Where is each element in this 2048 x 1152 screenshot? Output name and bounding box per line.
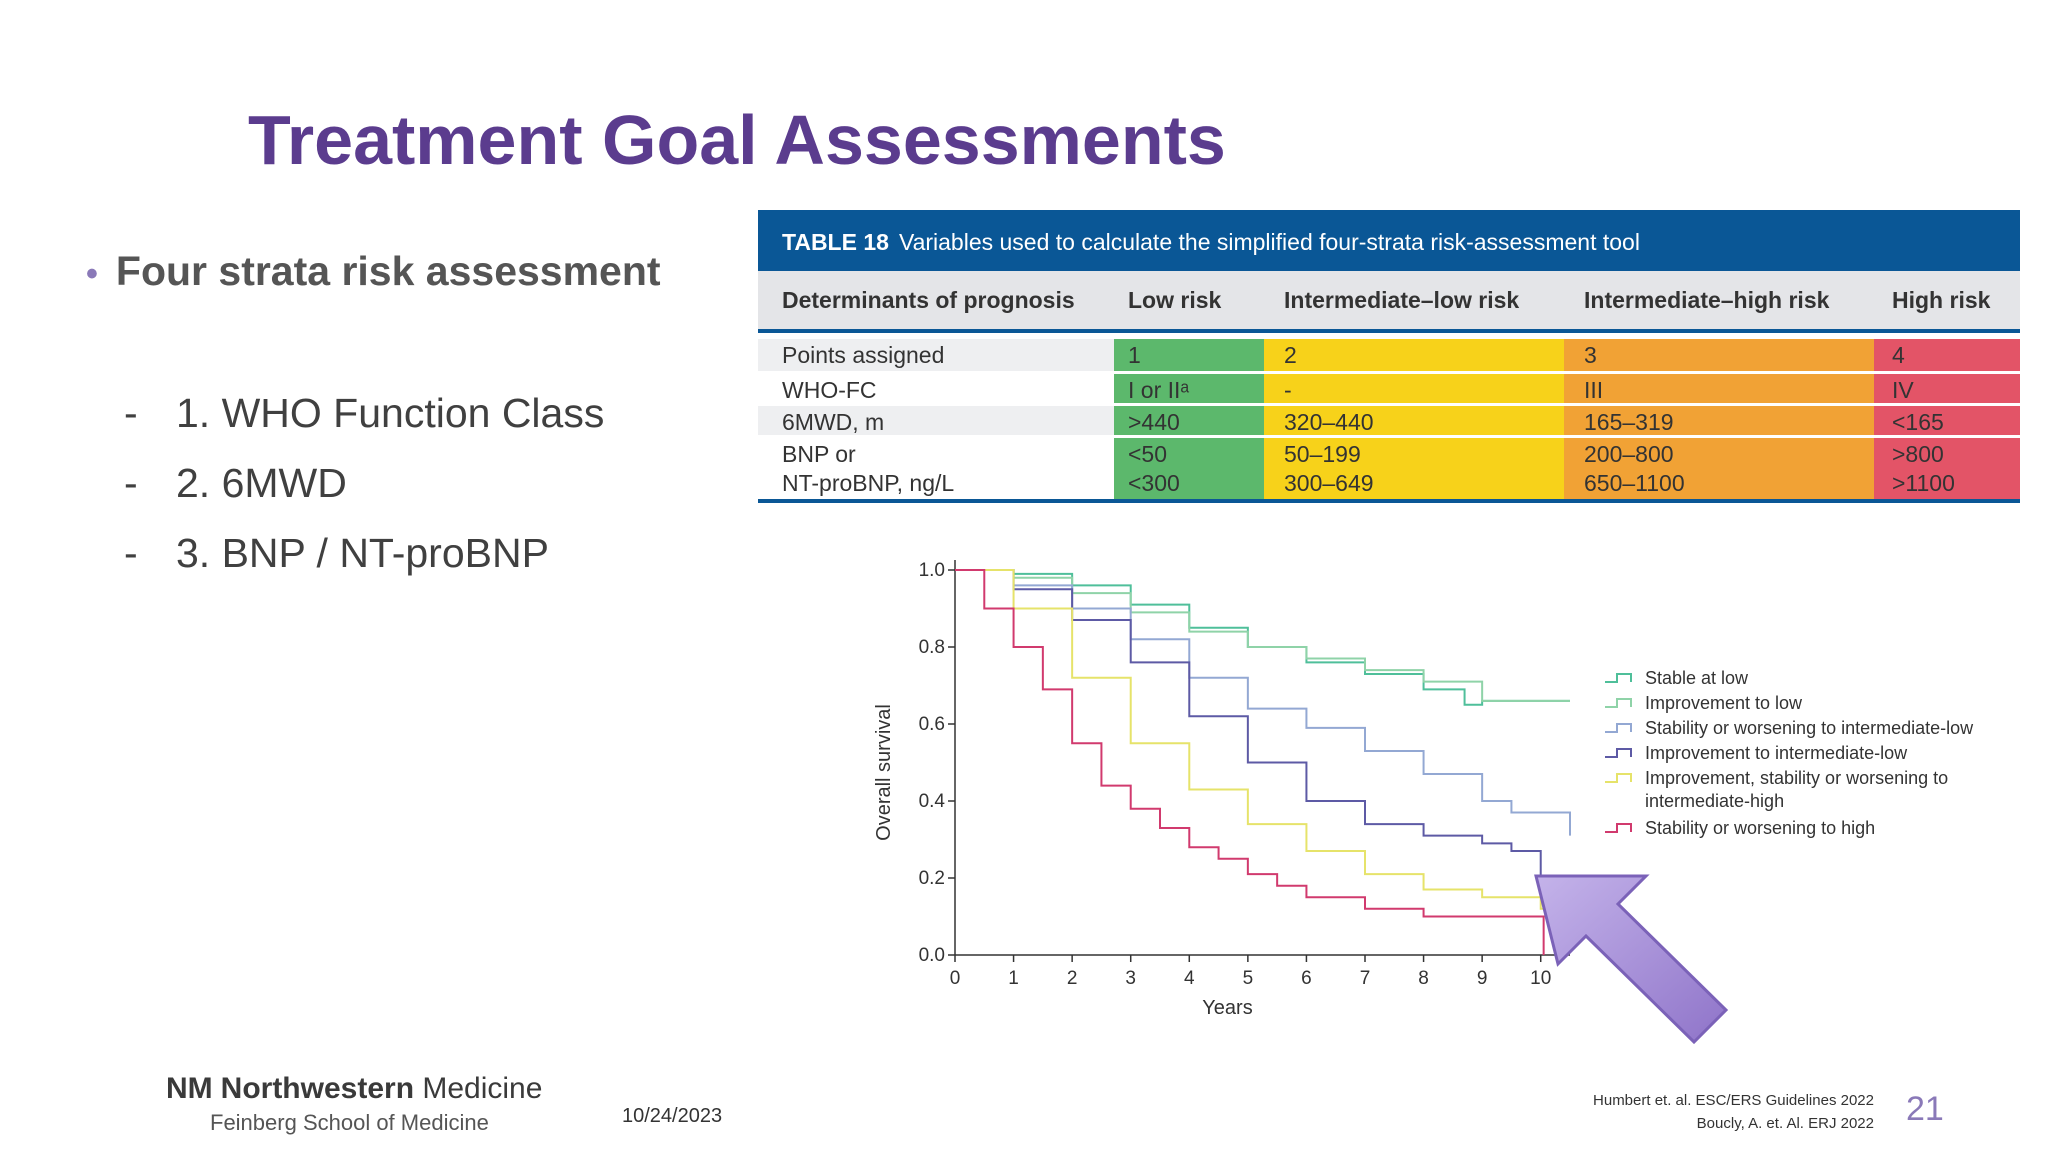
table-row: BNP or <50 50–199 200–800 >800 — [758, 435, 2020, 467]
legend-label-2: Stability or worsening to intermediate-l… — [1645, 718, 1974, 738]
x-tick-label: 10 — [1530, 968, 1551, 989]
x-tick-label: 0 — [950, 968, 961, 989]
x-tick-label: 4 — [1184, 968, 1195, 989]
y-tick-label: 0.6 — [919, 714, 945, 735]
col-header: High risk — [1892, 287, 1991, 313]
legend-label-3: Improvement to intermediate-low — [1645, 743, 1908, 763]
main-bullet: • Four strata risk assessment — [86, 248, 661, 295]
legend-swatch-5 — [1605, 823, 1632, 833]
series-line-5 — [955, 569, 1545, 955]
legend-swatch-4 — [1605, 773, 1632, 783]
x-tick-label: 7 — [1360, 968, 1371, 989]
reference-1: Humbert et. al. ESC/ERS Guidelines 2022 — [1593, 1092, 1874, 1109]
series-line-1 — [955, 569, 1570, 702]
y-tick-label: 0.2 — [919, 868, 945, 889]
x-tick-label: 8 — [1418, 968, 1429, 989]
legend-swatch-1 — [1605, 698, 1632, 708]
x-axis-label: Years — [1202, 997, 1252, 1019]
series-line-4 — [955, 569, 1570, 910]
reference-2: Boucly, A. et. Al. ERJ 2022 — [1696, 1115, 1874, 1132]
x-tick-label: 6 — [1301, 968, 1312, 989]
x-tick-label: 5 — [1243, 968, 1254, 989]
y-tick-label: 0.0 — [919, 945, 945, 966]
col-header: Intermediate–low risk — [1284, 287, 1520, 313]
x-tick-label: 1 — [1008, 968, 1019, 989]
risk-table: TABLE 18 Variables used to calculate the … — [758, 210, 2020, 503]
series-line-2 — [955, 569, 1571, 836]
nm-monogram-icon: NM — [166, 1072, 213, 1105]
x-tick-label: 9 — [1477, 968, 1488, 989]
subitem-bnp: -3. BNP / NT-proBNP — [124, 530, 549, 576]
x-tick-label: 3 — [1125, 968, 1136, 989]
slide-date: 10/24/2023 — [622, 1105, 723, 1127]
bullet-dot-icon: • — [86, 254, 98, 293]
col-header: Determinants of prognosis — [782, 287, 1075, 313]
legend-label-0: Stable at low — [1645, 668, 1749, 688]
arrow-icon — [1534, 874, 1729, 1045]
y-tick-label: 0.4 — [919, 791, 946, 812]
legend-label-4: Improvement, stability or worsening to in… — [1645, 768, 1948, 811]
y-tick-label: 1.0 — [919, 560, 945, 581]
col-header: Intermediate–high risk — [1584, 287, 1830, 313]
table-bottom-rule — [758, 499, 2020, 503]
survival-chart: 0 1 2 3 4 5 6 7 8 9 10 0.0 0.2 0.4 0.6 0.8 1.0 Years Overa… — [873, 560, 1974, 1019]
main-bullet-text: Four strata risk assessment — [115, 248, 661, 294]
y-axis-label: Overall survival — [873, 704, 895, 841]
table-caption: Variables used to calculate the simplifi… — [898, 229, 1640, 255]
table-header-row: Determinants of prognosis Low risk Inter… — [758, 271, 2020, 333]
x-tick-label: 2 — [1067, 968, 1078, 989]
slide-title: Treatment Goal Assessments — [248, 101, 1226, 179]
col-header: Low risk — [1128, 287, 1222, 313]
table-caption-bar: TABLE 18 Variables used to calculate the … — [758, 210, 2020, 271]
series-line-3 — [955, 569, 1570, 879]
table-row: 6MWD, m >440 320–440 165–319 <165 — [758, 403, 2020, 435]
table-row: Points assigned 1 2 3 4 — [758, 339, 2020, 371]
legend-label-1: Improvement to low — [1645, 693, 1803, 713]
legend-label-5: Stability or worsening to high — [1645, 818, 1875, 838]
subitem-who-fc: -1. WHO Function Class — [124, 390, 605, 436]
page-number: 21 — [1906, 1090, 1944, 1128]
table-row: NT-proBNP, ng/L <300 300–649 650–1100 >1… — [758, 467, 2020, 499]
y-tick-label: 0.8 — [919, 637, 945, 658]
table-row: WHO-FC I or IIᵃ - III IV — [758, 371, 2020, 403]
subitem-6mwd: -2. 6MWD — [124, 460, 347, 506]
legend-swatch-0 — [1605, 673, 1632, 683]
legend-swatch-3 — [1605, 748, 1632, 758]
table-label: TABLE 18 — [782, 229, 889, 255]
northwestern-logo: NM Northwestern Medicine Feinberg School … — [166, 1072, 543, 1135]
legend-swatch-2 — [1605, 723, 1632, 733]
